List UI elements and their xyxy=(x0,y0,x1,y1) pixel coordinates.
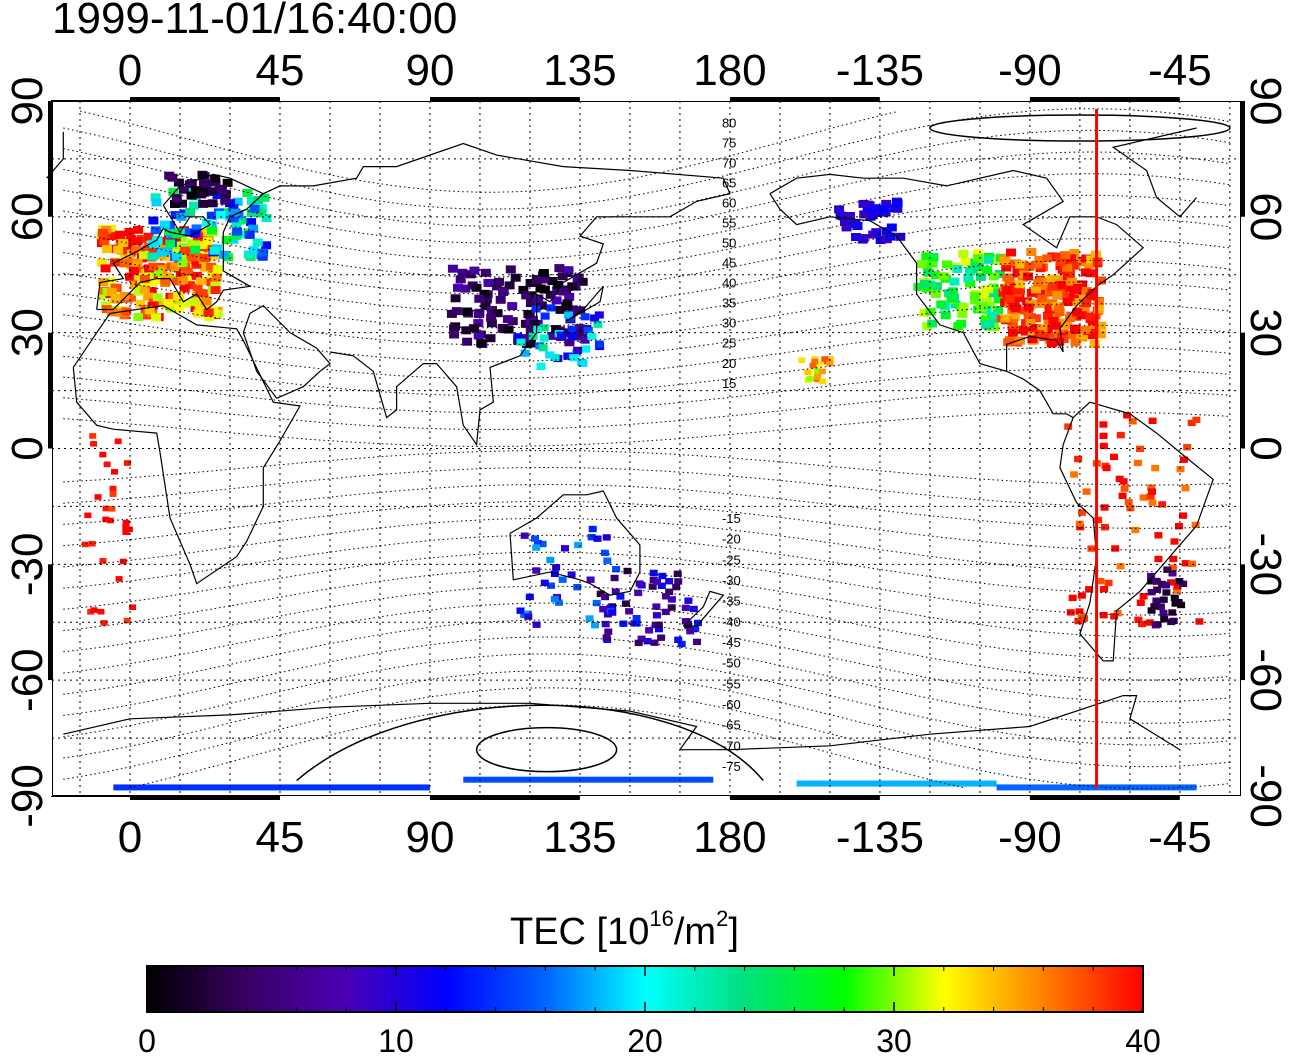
contour-label: -55 xyxy=(722,676,741,691)
colorbar-ticks: 0 10 20 30 40 xyxy=(138,966,1161,1057)
contour-label: -60 xyxy=(722,697,741,712)
contour-label: -50 xyxy=(722,656,741,671)
contour-label: 80 xyxy=(722,115,736,130)
contour-label: -40 xyxy=(722,614,741,629)
x-tick-label: -90 xyxy=(998,46,1062,95)
y-tick-label-right: 30 xyxy=(1241,308,1290,357)
contour-label: 70 xyxy=(722,155,736,170)
y-tick-label-left: 30 xyxy=(3,308,52,357)
contour-label: 65 xyxy=(722,175,736,190)
x-tick-label: -90 xyxy=(998,813,1062,862)
y-tick-label-left: -90 xyxy=(3,764,52,828)
contour-label: 20 xyxy=(722,356,736,371)
colorbar-title-unit: /m xyxy=(673,911,717,953)
x-tick-label: 180 xyxy=(693,813,766,862)
colorbar-tick-label: 20 xyxy=(627,1023,663,1057)
y-tick-label-left: 90 xyxy=(3,77,52,126)
contour-label: -35 xyxy=(722,594,741,609)
magnetic-latitude-contours xyxy=(63,108,1231,789)
x-tick-label: 45 xyxy=(256,813,305,862)
y-tick-label-right: -60 xyxy=(1241,648,1290,712)
contour-label: -45 xyxy=(722,635,741,650)
contour-label: -30 xyxy=(722,573,741,588)
contour-labels: 80 75 70 65 60 55 50 45 40 35 30 25 20 15 -15 -20 -25 -30… xyxy=(722,115,741,774)
x-tick-label: 135 xyxy=(543,46,616,95)
x-tick-label: 135 xyxy=(543,813,616,862)
x-tick-label: -45 xyxy=(1148,813,1212,862)
colorbar-title-unit-exponent: 2 xyxy=(716,906,729,931)
y-tick-label-left: -60 xyxy=(3,648,52,712)
x-tick-label: -45 xyxy=(1148,46,1212,95)
contour-label: 60 xyxy=(722,195,736,210)
x-tick-label: 90 xyxy=(405,46,454,95)
y-tick-label-right: -90 xyxy=(1241,764,1290,828)
y-tick-label-right: 0 xyxy=(1241,436,1290,460)
contour-label: 15 xyxy=(722,376,736,391)
colorbar-title-prefix: TEC [10 xyxy=(510,911,650,953)
colorbar-tick-label: 30 xyxy=(876,1023,912,1057)
y-tick-label-right: 90 xyxy=(1241,77,1290,126)
lat-lon-grid xyxy=(52,101,1241,796)
colorbar-title-suffix: ] xyxy=(728,911,739,953)
contour-label: 25 xyxy=(722,336,736,351)
axis-ticks xyxy=(48,97,1292,800)
x-tick-label: 0 xyxy=(118,46,142,95)
y-tick-label-left: 60 xyxy=(3,192,52,241)
colorbar-tick-label: 0 xyxy=(138,1023,156,1057)
colorbar-title: TEC [1016/m2] xyxy=(510,908,739,954)
axis-labels: 0045459090135135180180-135-135-90-90-45-… xyxy=(3,46,1290,862)
contour-label: -25 xyxy=(722,552,741,567)
contour-label: -15 xyxy=(722,511,741,526)
tec-data-patches xyxy=(81,170,1204,791)
x-tick-label: -135 xyxy=(836,813,924,862)
contour-label: -20 xyxy=(722,532,741,547)
x-tick-label: -135 xyxy=(836,46,924,95)
contour-label: 40 xyxy=(722,276,736,291)
y-tick-label-right: 60 xyxy=(1241,192,1290,241)
y-tick-label-left: 0 xyxy=(3,436,52,460)
colorbar-title-exponent: 16 xyxy=(649,906,674,931)
x-tick-label: 180 xyxy=(693,46,766,95)
contour-label: -75 xyxy=(722,759,741,774)
x-tick-label: 0 xyxy=(118,813,142,862)
contour-label: 45 xyxy=(722,256,736,271)
contour-label: 50 xyxy=(722,236,736,251)
contour-label: 75 xyxy=(722,135,736,150)
colorbar-tick-label: 40 xyxy=(1125,1023,1161,1057)
y-tick-label-right: -30 xyxy=(1241,533,1290,597)
contour-label: 35 xyxy=(722,296,736,311)
contour-label: 30 xyxy=(722,316,736,331)
timestamp-title: 1999-11-01/16:40:00 xyxy=(52,0,458,43)
contour-label: -70 xyxy=(722,738,741,753)
colorbar-tick-label: 10 xyxy=(378,1023,414,1057)
contour-label: 55 xyxy=(722,216,736,231)
x-tick-label: 45 xyxy=(256,46,305,95)
y-tick-label-left: -30 xyxy=(3,533,52,597)
x-tick-label: 90 xyxy=(405,813,454,862)
contour-label: -65 xyxy=(722,718,741,733)
